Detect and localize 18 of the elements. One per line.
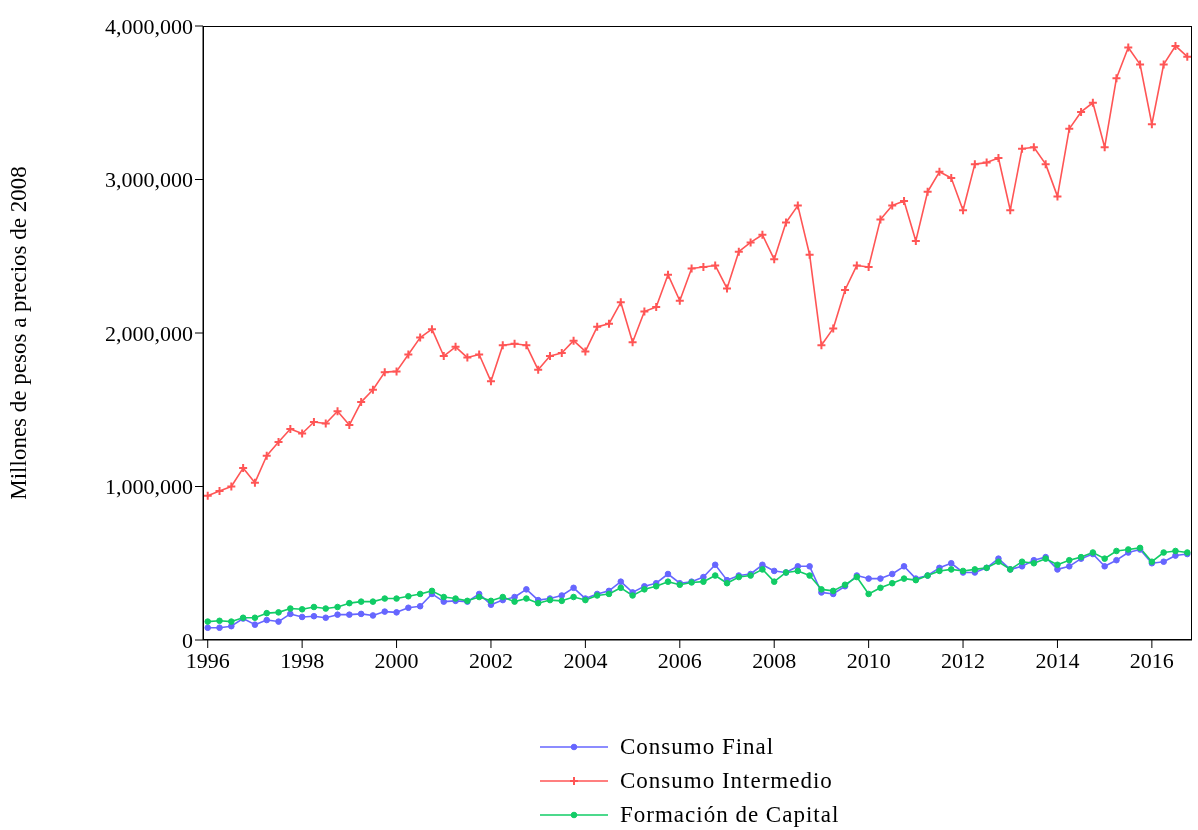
x-tick-label: 1998 <box>280 647 325 673</box>
y-tick-label: 3,000,000 <box>105 167 193 193</box>
legend-label: Consumo Final <box>620 733 775 761</box>
x-tick-label: 2010 <box>846 647 891 673</box>
x-tick-label: 2012 <box>941 647 986 673</box>
x-tick-label: 2016 <box>1129 647 1174 673</box>
legend-label: Consumo Intermedio <box>620 767 833 795</box>
x-tick-label: 2004 <box>563 647 608 673</box>
x-tick-label: 2008 <box>752 647 797 673</box>
x-tick-label: 2014 <box>1035 647 1080 673</box>
y-tick-label: 1,000,000 <box>105 474 193 500</box>
y-axis-title: Millones de pesos a precios de 2008 <box>6 166 32 500</box>
y-tick-label: 2,000,000 <box>105 320 193 346</box>
legend-label: Formación de Capital <box>620 801 840 829</box>
x-tick-label: 2006 <box>657 647 702 673</box>
y-tick-label: 4,000,000 <box>105 13 193 39</box>
x-tick-label: 2002 <box>468 647 513 673</box>
x-tick-label: 2000 <box>374 647 419 673</box>
